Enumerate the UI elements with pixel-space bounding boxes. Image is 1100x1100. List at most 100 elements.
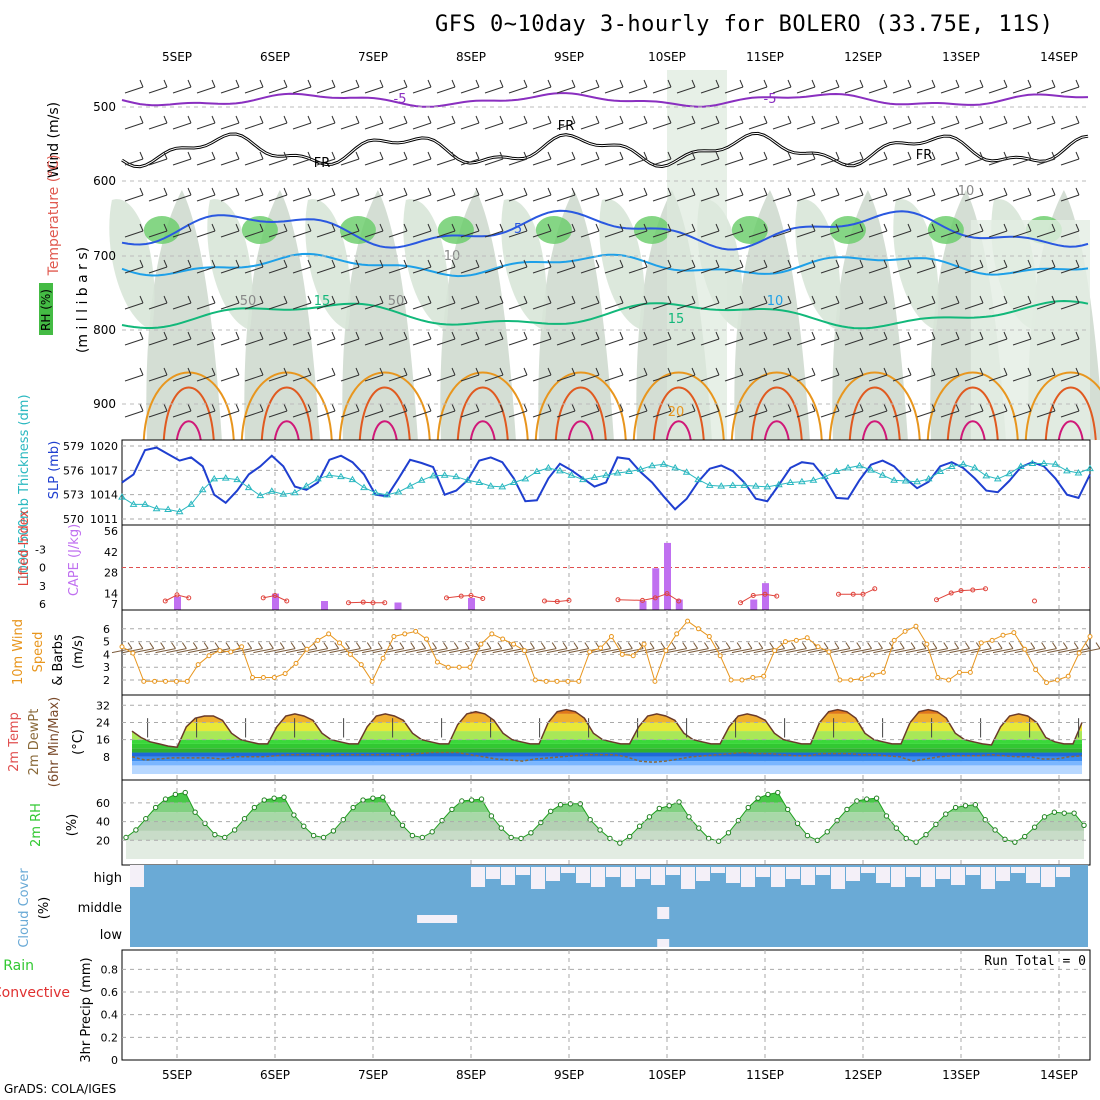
rh-blob xyxy=(734,190,810,440)
wind-barb-flag xyxy=(523,403,528,412)
wind-barb xyxy=(532,302,552,310)
rh-marker xyxy=(123,834,129,841)
wind-barb xyxy=(604,158,624,166)
thickness-marker xyxy=(1005,469,1014,477)
cape-ylabel: CAPE (J/kg) xyxy=(67,524,82,596)
wind-speed-marker xyxy=(1087,633,1093,639)
mb-tick-label: 800 xyxy=(93,323,116,337)
cloud-level-label: low xyxy=(100,928,123,943)
cape-tick-label: 28 xyxy=(104,567,118,580)
lifted-index-marker xyxy=(664,591,670,597)
thickness-marker xyxy=(844,463,852,471)
wind-barb xyxy=(292,374,312,382)
rh-marker xyxy=(488,813,495,819)
cloud-clear-patch xyxy=(666,867,680,875)
wind-barb-flag xyxy=(859,115,864,124)
wind-barb xyxy=(988,86,1008,94)
wind-barb-flag xyxy=(547,331,552,340)
wind-barb xyxy=(601,648,622,654)
wind-barb xyxy=(172,86,192,94)
thickness-marker xyxy=(774,480,783,488)
wind-barb xyxy=(916,648,937,654)
wind-speed-marker xyxy=(652,678,658,684)
wind-barb xyxy=(525,648,546,654)
wind-barb xyxy=(316,266,336,274)
wind-speed-marker xyxy=(467,664,473,670)
wind-barb-flag xyxy=(235,79,240,88)
wind-barb-flag xyxy=(1027,151,1032,160)
lifted-index-marker xyxy=(872,586,878,592)
wind-barb-flag xyxy=(403,331,408,340)
wind-barb-flag xyxy=(214,642,220,649)
wind-barb-flag xyxy=(907,403,912,412)
wind-barb xyxy=(388,158,408,166)
cape-bar xyxy=(675,599,683,610)
thickness-marker xyxy=(1040,459,1048,467)
wind-barb xyxy=(292,86,312,94)
wind-speed-marker xyxy=(728,677,734,683)
wind-barb xyxy=(316,230,336,238)
wind-ylabel-3: & Barbs xyxy=(51,634,66,686)
wind-barb xyxy=(964,122,984,130)
cloud-level-label: high xyxy=(94,871,122,886)
wind-barb xyxy=(628,158,648,166)
wind-barb-flag xyxy=(139,331,144,340)
wind-barb-flag xyxy=(595,223,600,232)
wind-barb-flag xyxy=(163,295,168,304)
wind-barb xyxy=(148,374,168,382)
wind-barb-flag xyxy=(643,331,648,340)
wind-barb-flag xyxy=(835,79,840,88)
wind-speed-marker xyxy=(445,664,451,670)
wind-barb-flag xyxy=(1003,403,1008,412)
thickness-marker xyxy=(152,504,161,512)
wind-barb-flag xyxy=(811,223,816,232)
wind-barb xyxy=(964,410,984,418)
wind-speed-marker xyxy=(1043,680,1049,686)
wind-barb-flag xyxy=(211,151,216,160)
wind-barb-flag xyxy=(856,642,862,649)
wind-barb xyxy=(844,122,864,130)
wind-barb xyxy=(772,158,792,166)
wind-barb xyxy=(316,158,336,166)
wind-barb-flag xyxy=(859,223,864,232)
wind-barb-flag xyxy=(763,115,768,124)
wind-barb xyxy=(940,338,960,346)
wind-barb xyxy=(688,648,709,654)
wind-barb xyxy=(172,266,192,274)
wind-barb-flag xyxy=(127,642,133,649)
wind-barb xyxy=(220,266,240,274)
wind-barb-flag xyxy=(739,259,744,268)
wind-barb-flag xyxy=(835,115,840,124)
wind-barb xyxy=(644,648,666,654)
wind-barb xyxy=(220,230,240,238)
upper-ylabel-mb: (m i l l i b a r s) xyxy=(75,247,91,353)
rh-marker xyxy=(1002,836,1008,843)
wind-barb-flag xyxy=(691,367,696,376)
thickness-marker xyxy=(832,467,841,475)
wind-speed-marker xyxy=(260,674,266,680)
wind-barb-flag xyxy=(955,151,960,160)
wind-barb-flag xyxy=(379,403,384,412)
thickness-line xyxy=(121,463,1091,513)
wind-barb xyxy=(820,338,840,346)
wind-barb xyxy=(892,410,912,418)
wind-barb-flag xyxy=(1003,187,1008,196)
thickness-marker xyxy=(141,500,149,507)
wind-barb-flag xyxy=(307,403,312,412)
wind-barb-flag xyxy=(1075,367,1080,376)
rh-marker xyxy=(982,816,988,823)
thickness-marker xyxy=(325,471,334,478)
slp-tick-label: 1011 xyxy=(90,513,118,526)
wind-barb xyxy=(316,86,336,94)
wind-barb-flag xyxy=(331,223,336,232)
wind-barb xyxy=(604,86,624,94)
wind-barb-flag xyxy=(379,115,384,124)
wind-barb xyxy=(604,374,624,382)
wind-barb-flag xyxy=(187,223,192,232)
wind-barb xyxy=(460,266,480,274)
cloud-clear-patch xyxy=(801,867,815,885)
wind-barb-flag xyxy=(932,642,938,649)
wind-barb-flag xyxy=(1062,642,1068,649)
wind-barb-flag xyxy=(595,367,600,376)
wind-barb xyxy=(316,194,336,202)
